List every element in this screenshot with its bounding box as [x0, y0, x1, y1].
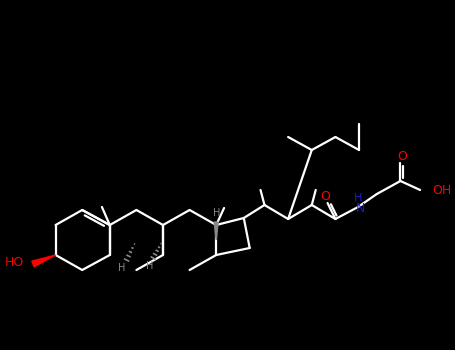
Polygon shape: [32, 255, 56, 267]
Text: H: H: [354, 193, 362, 203]
Text: OH: OH: [432, 184, 451, 197]
Polygon shape: [214, 222, 218, 240]
Text: H: H: [212, 208, 220, 218]
Text: O: O: [321, 189, 330, 203]
Text: N: N: [355, 202, 365, 215]
Text: HO: HO: [5, 256, 24, 268]
Text: O: O: [398, 150, 407, 163]
Text: H: H: [118, 263, 125, 273]
Text: H: H: [146, 261, 153, 271]
